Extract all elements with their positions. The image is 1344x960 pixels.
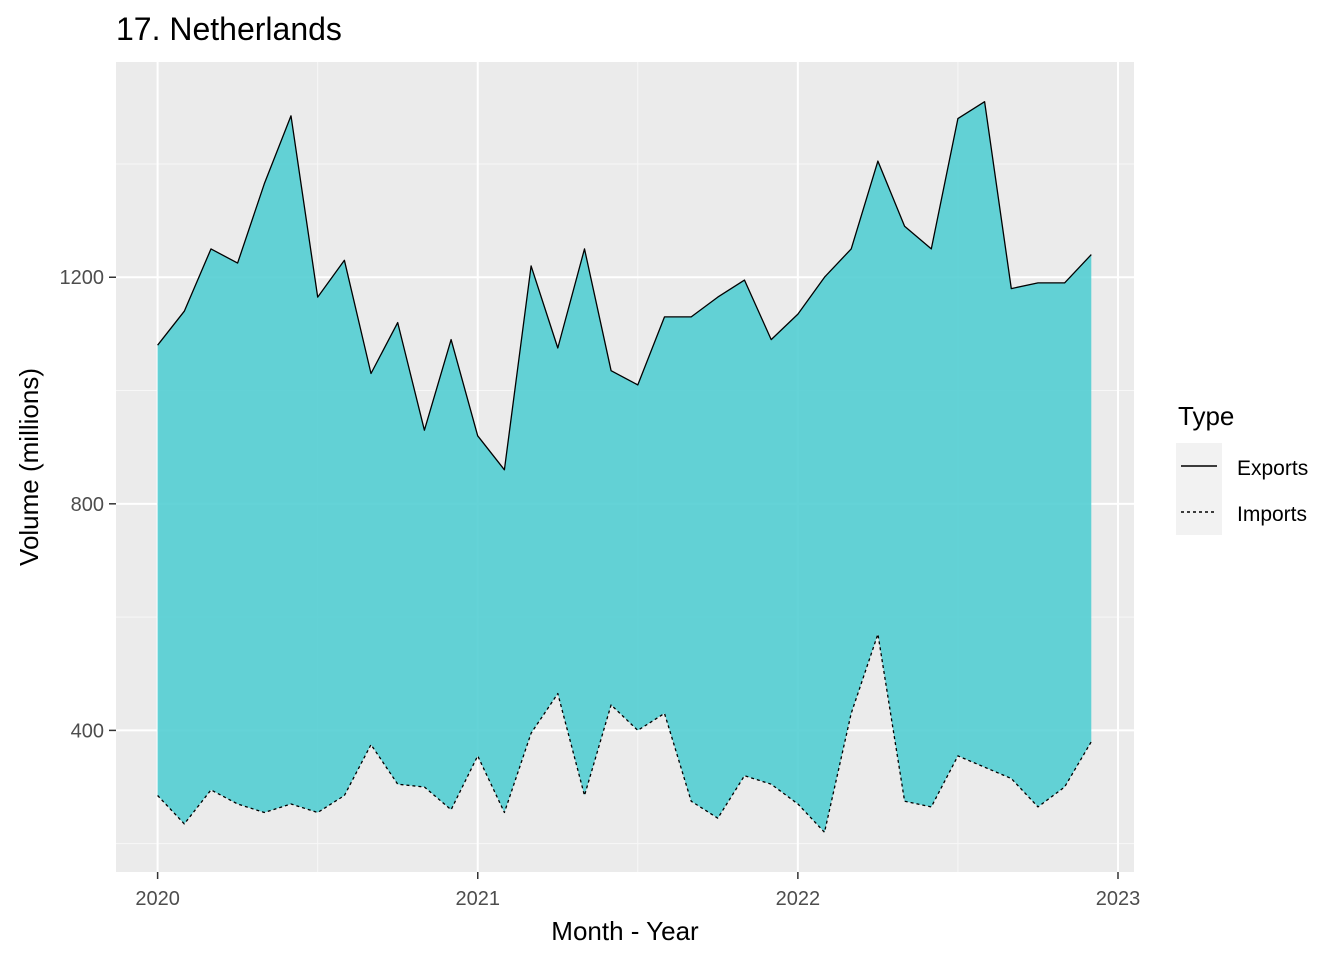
- y-axis-label: Volume (millions): [14, 368, 44, 566]
- chart-title: 17. Netherlands: [116, 11, 342, 47]
- series-line-exports: [157, 101, 1092, 471]
- x-tick-label: 2020: [135, 888, 180, 910]
- legend-label-exports: Exports: [1237, 457, 1308, 480]
- x-tick-label: 2022: [776, 888, 821, 910]
- area-layer: [157, 101, 1092, 833]
- axes: 2020 2021 2022 2023 400 800 1200: [60, 267, 1141, 910]
- legend: Type Exports Imports: [1176, 401, 1308, 535]
- y-tick-label: 1200: [60, 267, 105, 289]
- y-tick-label: 400: [71, 720, 104, 742]
- x-tick-label: 2021: [455, 888, 500, 910]
- legend-label-imports: Imports: [1237, 503, 1307, 526]
- series-line-imports: [157, 633, 1092, 833]
- y-tick-label: 800: [71, 494, 104, 516]
- ribbon-area: [157, 101, 1092, 833]
- legend-title: Type: [1178, 401, 1234, 431]
- x-axis-label: Month - Year: [551, 916, 699, 946]
- x-tick-label: 2023: [1096, 888, 1141, 910]
- series-lines: [157, 101, 1092, 833]
